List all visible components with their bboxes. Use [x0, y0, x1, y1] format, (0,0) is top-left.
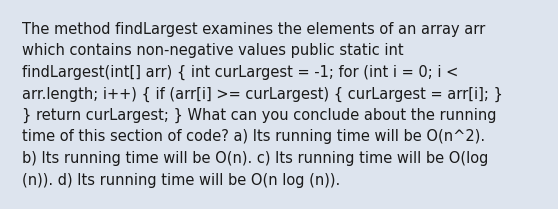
Text: which contains non-negative values public static int: which contains non-negative values publi…	[22, 43, 403, 59]
Text: } return curLargest; } What can you conclude about the running: } return curLargest; } What can you conc…	[22, 108, 497, 123]
Text: time of this section of code? a) Its running time will be O(n^2).: time of this section of code? a) Its run…	[22, 130, 485, 144]
Text: b) Its running time will be O(n). c) Its running time will be O(log: b) Its running time will be O(n). c) Its…	[22, 151, 488, 166]
Text: (n)). d) Its running time will be O(n log (n)).: (n)). d) Its running time will be O(n lo…	[22, 172, 340, 187]
Text: arr.length; i++) { if (arr[i] >= curLargest) { curLargest = arr[i]; }: arr.length; i++) { if (arr[i] >= curLarg…	[22, 87, 503, 102]
Text: The method findLargest examines the elements of an array arr: The method findLargest examines the elem…	[22, 22, 485, 37]
Text: findLargest(int[] arr) { int curLargest = -1; for (int i = 0; i <: findLargest(int[] arr) { int curLargest …	[22, 65, 458, 80]
